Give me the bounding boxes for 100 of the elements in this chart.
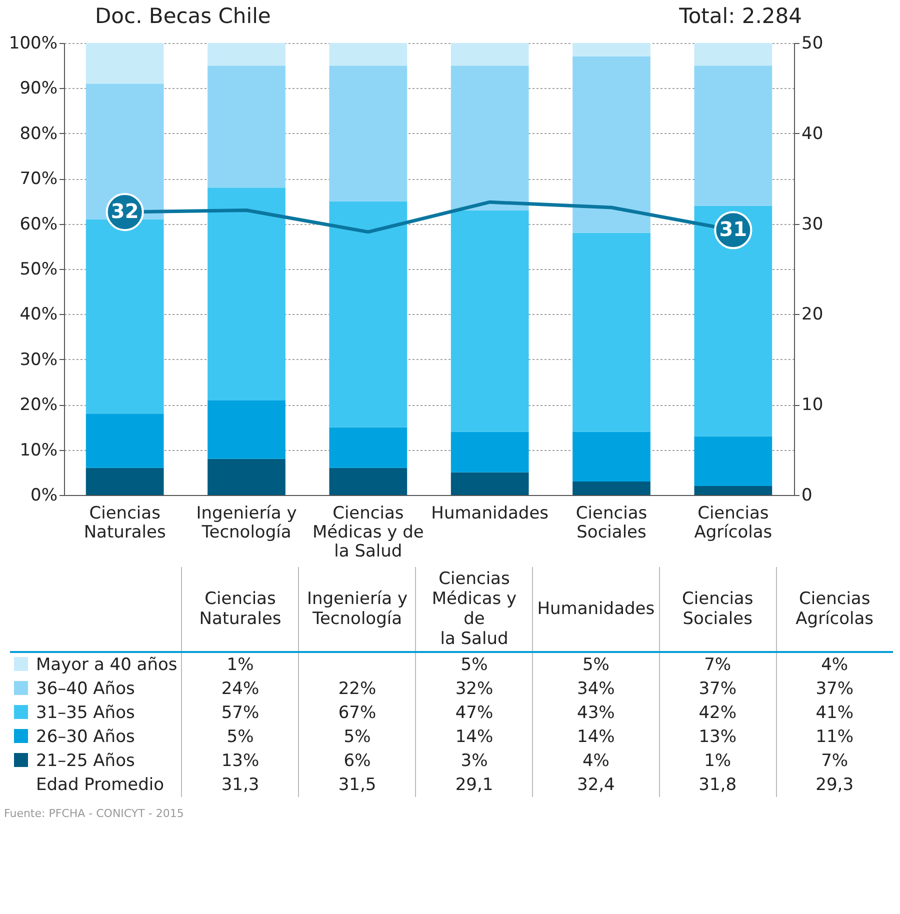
data-label: 31,8 [659, 773, 776, 797]
x-tick-label: Ingeniería y Tecnología [196, 504, 297, 542]
bar [208, 43, 286, 66]
data-label: 32% [416, 677, 533, 701]
bar [572, 432, 650, 482]
bar [450, 432, 529, 472]
data-label: 7% [776, 749, 893, 773]
y-tick-label: 70% [20, 169, 58, 190]
bar [86, 219, 164, 414]
data-label: 5% [298, 725, 416, 749]
data-label: 5% [416, 652, 533, 677]
source-note: Fuente: PFCHA - CONICYT - 2015 [4, 807, 185, 820]
x-tick-label: Ciencias Médicas y de la Salud [312, 504, 424, 562]
category-label: Ciencias Agrícolas [776, 567, 893, 652]
category-label: Ciencias Médicas y de la Salud [416, 567, 533, 652]
data-label: 14% [532, 725, 660, 749]
y2-tick-label: 50 [802, 34, 824, 54]
legend-label: Mayor a 40 años [35, 654, 178, 677]
data-label: 43% [532, 701, 660, 725]
y-tick-label: 10% [20, 440, 58, 460]
y-tick-label: 90% [20, 78, 58, 99]
bar [450, 66, 529, 210]
legend-label: 26–30 Años [35, 726, 136, 749]
x-tick-label: Ciencias Sociales [576, 504, 648, 542]
data-label: 3% [416, 749, 533, 773]
data-label: 14% [416, 725, 533, 749]
data-label: 7% [659, 652, 776, 677]
data-label: 1% [182, 652, 299, 677]
bar [694, 66, 772, 206]
data-label: 32,4 [532, 773, 660, 797]
data-label: 4% [532, 749, 660, 773]
y-tick-label: 0% [30, 486, 58, 506]
data-label: 5% [182, 725, 299, 749]
data-label: 41% [776, 701, 893, 725]
annotation: 32 [110, 199, 139, 224]
data-label: 11% [776, 725, 893, 749]
data-label: 67% [298, 701, 416, 725]
legend-label: 31–35 Años [35, 702, 136, 725]
data-label: 42% [659, 701, 776, 725]
bar [450, 43, 529, 66]
bar [450, 472, 529, 495]
bar [329, 43, 408, 66]
bar [208, 66, 286, 188]
data-label: 31,3 [182, 773, 299, 797]
x-tick-label: Ciencias Agrícolas [694, 504, 772, 542]
bar [450, 210, 529, 432]
bar [694, 206, 772, 436]
text: Total: 2.284 [679, 4, 802, 28]
y-tick-label: 20% [20, 395, 58, 416]
y2-tick-label: 20 [802, 304, 824, 325]
bar [208, 400, 286, 459]
bar [86, 468, 164, 495]
y-tick-label: 40% [20, 304, 58, 325]
bar [572, 481, 650, 495]
data-label: 57% [182, 701, 299, 725]
y-tick-label: 60% [20, 214, 58, 234]
text: Edad Promedio [35, 774, 166, 797]
y2-tick-label: 10 [802, 395, 824, 416]
bar [329, 201, 408, 428]
bar [572, 43, 650, 57]
y-tick-label: 30% [20, 350, 58, 370]
data-label: 37% [776, 677, 893, 701]
data-label: 37% [659, 677, 776, 701]
bar [329, 66, 408, 202]
data-label: 13% [659, 725, 776, 749]
x-tick-label: Ciencias Naturales [84, 504, 166, 542]
bar [86, 84, 164, 220]
bar [329, 468, 408, 495]
category-label: Ciencias Naturales [182, 567, 299, 652]
y2-tick-label: 40 [802, 124, 824, 144]
data-label: 6% [298, 749, 416, 773]
bar [86, 43, 164, 84]
data-label: 31,5 [298, 773, 416, 797]
data-label: 13% [182, 749, 299, 773]
y2-tick-label: 0 [802, 486, 812, 506]
y-tick-label: 100% [8, 34, 58, 54]
legend-label: 21–25 Años [35, 750, 136, 773]
bar [86, 414, 164, 468]
data-label: 24% [182, 677, 299, 701]
bar [694, 486, 772, 495]
data-label: 1% [659, 749, 776, 773]
category-label: Ingeniería y Tecnología [298, 567, 416, 652]
y-tick-label: 50% [20, 260, 58, 280]
annotation: 31 [719, 217, 748, 242]
bar [694, 43, 772, 66]
bar [208, 458, 286, 495]
chart-title: Doc. Becas Chile [95, 4, 271, 28]
data-label: 29,1 [416, 773, 533, 797]
category-label: Ciencias Sociales [659, 567, 776, 652]
data-label: 34% [532, 677, 660, 701]
data-label: 29,3 [776, 773, 893, 797]
bar [329, 427, 408, 468]
legend-label: 36–40 Años [35, 678, 136, 701]
y2-tick-label: 30 [802, 214, 824, 234]
x-tick-label: Humanidades [431, 504, 549, 524]
data-label: 22% [298, 677, 416, 701]
bar [694, 436, 772, 486]
data-label: 5% [532, 652, 660, 677]
category-label: Humanidades [532, 567, 660, 652]
data-label: 47% [416, 701, 533, 725]
